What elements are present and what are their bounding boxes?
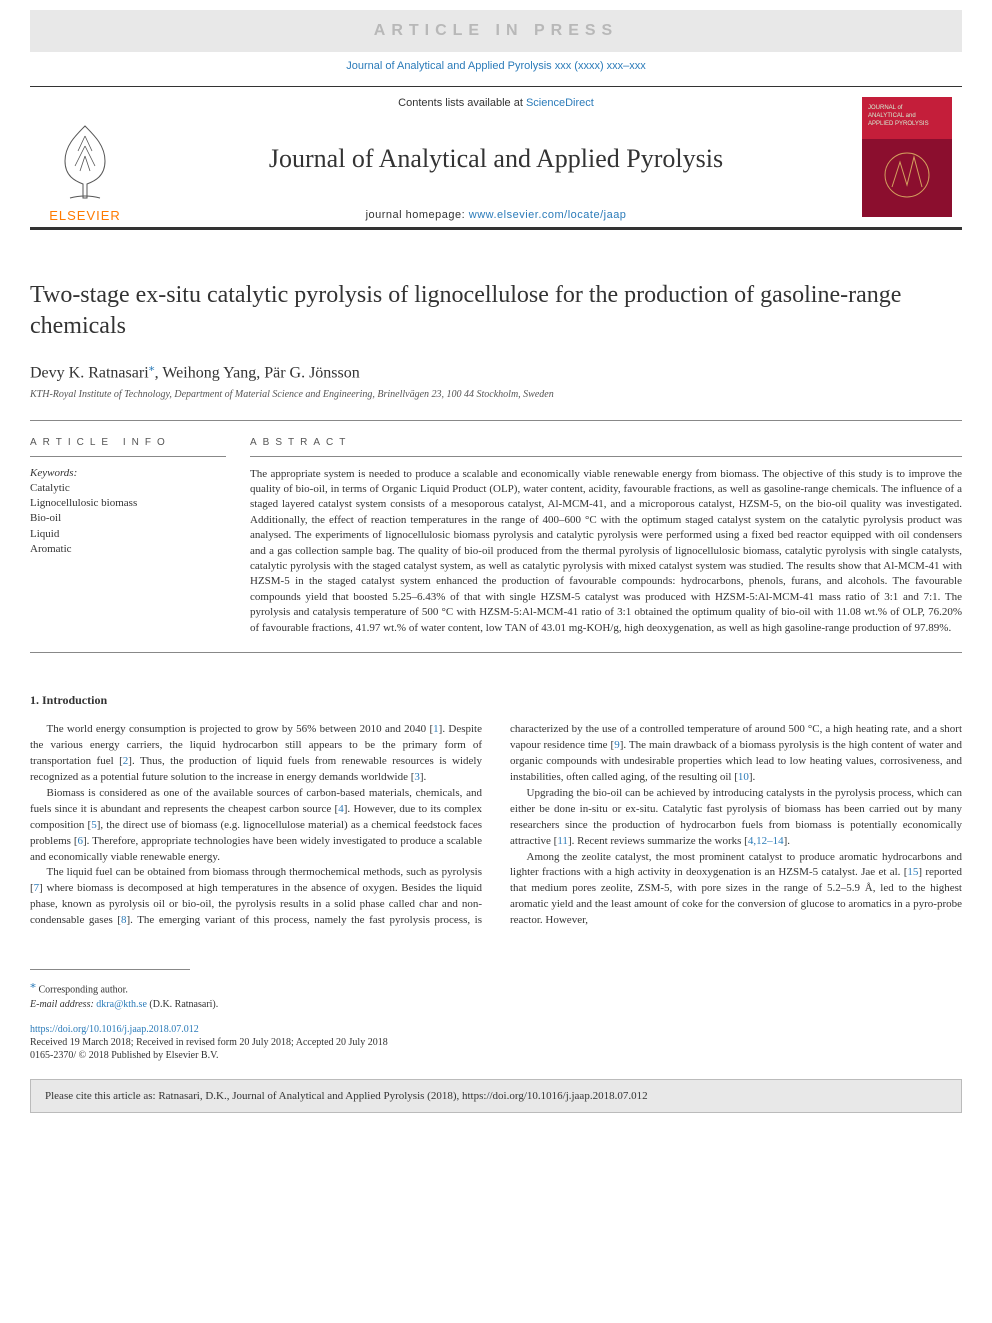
cite-box: Please cite this article as: Ratnasari, …	[30, 1079, 962, 1113]
author-2: Weihong Yang	[162, 365, 256, 382]
press-banner: ARTICLE IN PRESS	[30, 10, 962, 52]
article-title: Two-stage ex-situ catalytic pyrolysis of…	[30, 280, 962, 342]
footnotes: ⁎ Corresponding author. E-mail address: …	[30, 976, 962, 1011]
footnote-rule	[30, 969, 190, 970]
author-3: Pär G. Jönsson	[264, 365, 360, 382]
abstract-label: ABSTRACT	[250, 437, 962, 457]
contents-line: Contents lists available at ScienceDirec…	[140, 97, 852, 109]
keyword-item: Lignocellulosic biomass	[30, 496, 226, 511]
cover-icon: JOURNAL of ANALYTICAL and APPLIED PYROLY…	[862, 97, 952, 217]
email-note: E-mail address: dkra@kth.se (D.K. Ratnas…	[30, 998, 962, 1012]
cover-line1: JOURNAL of	[868, 105, 903, 111]
email-label: E-mail address:	[30, 999, 94, 1010]
publisher-logo: ELSEVIER	[30, 87, 140, 227]
elsevier-tree-icon	[50, 116, 120, 206]
cite-text: Please cite this article as: Ratnasari, …	[45, 1090, 648, 1102]
corresp-note: ⁎ Corresponding author.	[30, 976, 962, 997]
journal-cover: JOURNAL of ANALYTICAL and APPLIED PYROLY…	[852, 87, 962, 227]
homepage-line: journal homepage: www.elsevier.com/locat…	[140, 209, 852, 221]
para: Among the zeolite catalyst, the most pro…	[510, 850, 962, 930]
body-columns: The world energy consumption is projecte…	[30, 722, 962, 929]
abstract-text: The appropriate system is needed to prod…	[250, 467, 962, 636]
cover-line2: ANALYTICAL and	[868, 113, 916, 119]
press-banner-text: ARTICLE IN PRESS	[374, 22, 618, 39]
corresp-star-icon: ⁎	[149, 360, 155, 374]
dates: Received 19 March 2018; Received in revi…	[30, 1037, 962, 1048]
contents-prefix: Contents lists available at	[398, 97, 526, 109]
running-head: Journal of Analytical and Applied Pyroly…	[0, 60, 992, 72]
homepage-link[interactable]: www.elsevier.com/locate/jaap	[469, 209, 627, 221]
email-link[interactable]: dkra@kth.se	[96, 999, 147, 1010]
doi-link[interactable]: https://doi.org/10.1016/j.jaap.2018.07.0…	[30, 1024, 199, 1035]
section-introduction: 1. Introduction The world energy consump…	[30, 693, 962, 929]
keyword-item: Liquid	[30, 527, 226, 542]
header-center: Contents lists available at ScienceDirec…	[140, 87, 852, 227]
corresp-star-icon: ⁎	[30, 977, 36, 991]
article-info: ARTICLE INFO Keywords: Catalytic Lignoce…	[30, 437, 250, 636]
info-abstract-row: ARTICLE INFO Keywords: Catalytic Lignoce…	[30, 420, 962, 653]
cover-line3: APPLIED PYROLYSIS	[868, 121, 929, 127]
author-1: Devy K. Ratnasari	[30, 365, 149, 382]
section-heading: 1. Introduction	[30, 693, 962, 708]
para: Biomass is considered as one of the avai…	[30, 786, 482, 866]
sciencedirect-link[interactable]: ScienceDirect	[526, 97, 594, 109]
keyword-item: Catalytic	[30, 481, 226, 496]
journal-name: Journal of Analytical and Applied Pyroly…	[140, 144, 852, 174]
keyword-item: Bio-oil	[30, 511, 226, 526]
para: The world energy consumption is projecte…	[30, 722, 482, 786]
keywords-label: Keywords:	[30, 467, 226, 479]
para: Upgrading the bio-oil can be achieved by…	[510, 786, 962, 850]
abstract: ABSTRACT The appropriate system is neede…	[250, 437, 962, 636]
issn: 0165-2370/ © 2018 Published by Elsevier …	[30, 1050, 962, 1061]
running-head-link[interactable]: Journal of Analytical and Applied Pyroly…	[346, 60, 646, 72]
email-author: (D.K. Ratnasari).	[149, 999, 218, 1010]
corresp-text: Corresponding author.	[39, 985, 128, 996]
affiliation: KTH-Royal Institute of Technology, Depar…	[30, 389, 962, 400]
homepage-prefix: journal homepage:	[366, 209, 469, 221]
authors: Devy K. Ratnasari⁎, Weihong Yang, Pär G.…	[30, 360, 962, 382]
keyword-item: Aromatic	[30, 542, 226, 557]
title-block: Two-stage ex-situ catalytic pyrolysis of…	[30, 280, 962, 342]
doi: https://doi.org/10.1016/j.jaap.2018.07.0…	[30, 1024, 962, 1035]
article-info-label: ARTICLE INFO	[30, 437, 226, 457]
publisher-name: ELSEVIER	[49, 208, 121, 223]
journal-header: ELSEVIER Contents lists available at Sci…	[30, 86, 962, 230]
